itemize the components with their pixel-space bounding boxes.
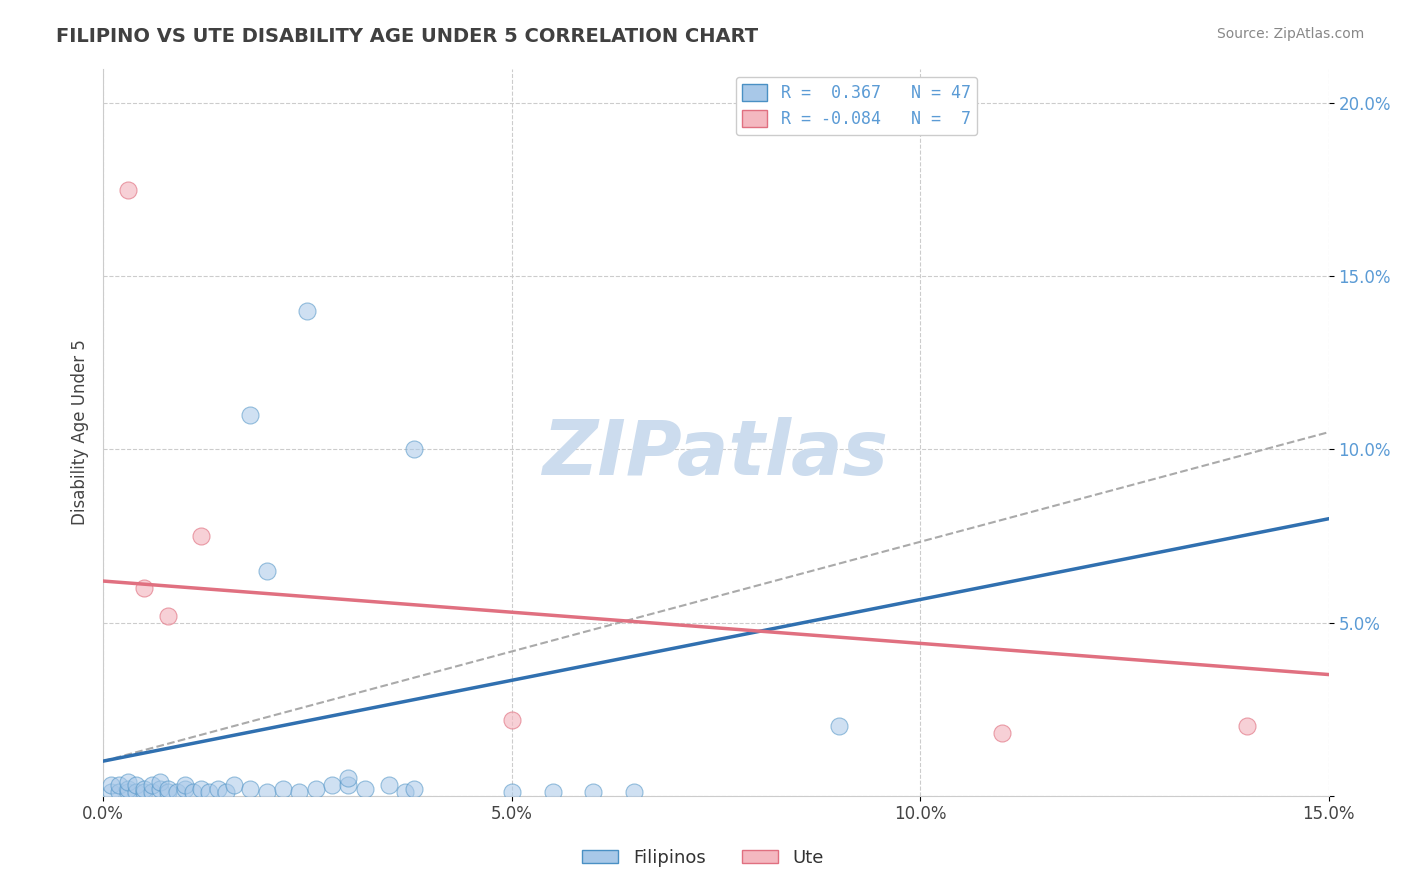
Point: [190, 781, 212, 796]
Point: [353, 781, 375, 796]
Point: [100, 778, 122, 792]
Point: [117, 781, 139, 796]
Point: [149, 775, 172, 789]
Point: [1236, 719, 1258, 733]
Point: [149, 781, 172, 796]
Point: [215, 785, 238, 799]
Point: [256, 564, 278, 578]
Point: [157, 608, 180, 623]
Point: [117, 775, 139, 789]
Point: [827, 719, 849, 733]
Point: [321, 778, 343, 792]
Point: [198, 785, 221, 799]
Text: FILIPINO VS UTE DISABILITY AGE UNDER 5 CORRELATION CHART: FILIPINO VS UTE DISABILITY AGE UNDER 5 C…: [56, 27, 758, 45]
Point: [125, 778, 148, 792]
Point: [304, 781, 326, 796]
Point: [271, 781, 294, 796]
Point: [117, 183, 139, 197]
Point: [181, 785, 204, 799]
Point: [141, 785, 163, 799]
Point: [337, 772, 360, 786]
Point: [288, 785, 311, 799]
Point: [132, 781, 155, 796]
Point: [501, 713, 523, 727]
Point: [173, 778, 195, 792]
Point: [207, 781, 229, 796]
Y-axis label: Disability Age Under 5: Disability Age Under 5: [72, 339, 89, 525]
Point: [337, 778, 360, 792]
Point: [108, 778, 131, 792]
Point: [402, 442, 425, 457]
Point: [157, 781, 180, 796]
Point: [256, 785, 278, 799]
Point: [100, 785, 122, 799]
Text: ZIPatlas: ZIPatlas: [543, 417, 889, 491]
Point: [132, 785, 155, 799]
Point: [394, 785, 416, 799]
Point: [222, 778, 245, 792]
Point: [541, 785, 564, 799]
Point: [125, 785, 148, 799]
Point: [402, 781, 425, 796]
Point: [239, 781, 262, 796]
Point: [141, 778, 163, 792]
Point: [239, 408, 262, 422]
Point: [190, 529, 212, 543]
Point: [501, 785, 523, 799]
Text: Source: ZipAtlas.com: Source: ZipAtlas.com: [1216, 27, 1364, 41]
Point: [378, 778, 401, 792]
Legend: Filipinos, Ute: Filipinos, Ute: [575, 842, 831, 874]
Point: [117, 785, 139, 799]
Point: [157, 785, 180, 799]
Point: [166, 785, 188, 799]
Point: [132, 581, 155, 595]
Legend: R =  0.367   N = 47, R = -0.084   N =  7: R = 0.367 N = 47, R = -0.084 N = 7: [735, 77, 977, 135]
Point: [623, 785, 645, 799]
Point: [108, 785, 131, 799]
Point: [582, 785, 605, 799]
Point: [991, 726, 1014, 740]
Point: [173, 781, 195, 796]
Point: [297, 304, 319, 318]
